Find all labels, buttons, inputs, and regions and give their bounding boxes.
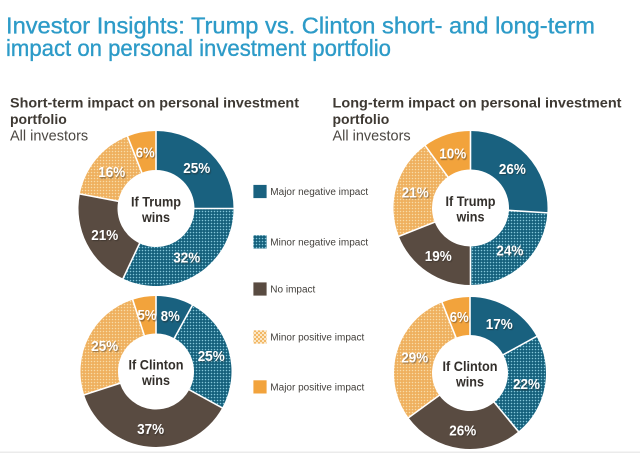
svg-text:10%: 10% xyxy=(439,146,466,163)
svg-text:29%: 29% xyxy=(401,349,428,366)
svg-text:25%: 25% xyxy=(91,338,118,355)
svg-text:17%: 17% xyxy=(486,316,513,333)
svg-text:21%: 21% xyxy=(91,227,118,244)
svg-text:21%: 21% xyxy=(402,184,429,201)
svg-text:25%: 25% xyxy=(183,160,210,177)
svg-text:No impact: No impact xyxy=(270,285,315,296)
svg-text:wins: wins xyxy=(455,373,484,389)
svg-text:Major negative impact: Major negative impact xyxy=(270,187,368,198)
svg-text:wins: wins xyxy=(141,209,170,225)
svg-text:If Clinton: If Clinton xyxy=(443,358,498,374)
svg-text:All investors: All investors xyxy=(10,129,88,145)
svg-text:19%: 19% xyxy=(425,248,452,265)
svg-text:22%: 22% xyxy=(513,376,540,393)
svg-text:16%: 16% xyxy=(98,164,125,181)
svg-text:32%: 32% xyxy=(173,249,200,266)
svg-text:6%: 6% xyxy=(450,309,469,326)
svg-text:26%: 26% xyxy=(449,422,476,439)
svg-text:25%: 25% xyxy=(198,348,225,365)
svg-text:Long-term impact on personal i: Long-term impact on personal investment xyxy=(333,95,622,111)
svg-text:Investor Insights: Trump vs. C: Investor Insights: Trump vs. Clinton sho… xyxy=(6,13,595,39)
svg-text:impact on personal investment: impact on personal investment portfolio xyxy=(6,35,391,61)
svg-text:All investors: All investors xyxy=(333,129,411,145)
svg-text:wins: wins xyxy=(456,208,485,224)
svg-text:6%: 6% xyxy=(136,144,155,161)
svg-text:Minor negative impact: Minor negative impact xyxy=(270,237,368,248)
svg-text:portfolio: portfolio xyxy=(10,111,67,127)
svg-text:24%: 24% xyxy=(496,242,523,259)
svg-text:portfolio: portfolio xyxy=(333,111,390,127)
svg-text:If Trump: If Trump xyxy=(446,193,496,209)
svg-text:37%: 37% xyxy=(137,421,164,438)
svg-text:5%: 5% xyxy=(138,307,157,324)
svg-text:If Clinton: If Clinton xyxy=(129,357,184,373)
svg-text:Minor positive impact: Minor positive impact xyxy=(270,333,364,344)
svg-text:wins: wins xyxy=(141,372,170,388)
svg-text:Major positive impact: Major positive impact xyxy=(270,382,364,393)
svg-text:If Trump: If Trump xyxy=(131,194,181,210)
svg-text:Short-term impact on personal: Short-term impact on personal investment xyxy=(10,95,299,111)
svg-text:8%: 8% xyxy=(161,308,180,325)
svg-text:26%: 26% xyxy=(499,161,526,178)
